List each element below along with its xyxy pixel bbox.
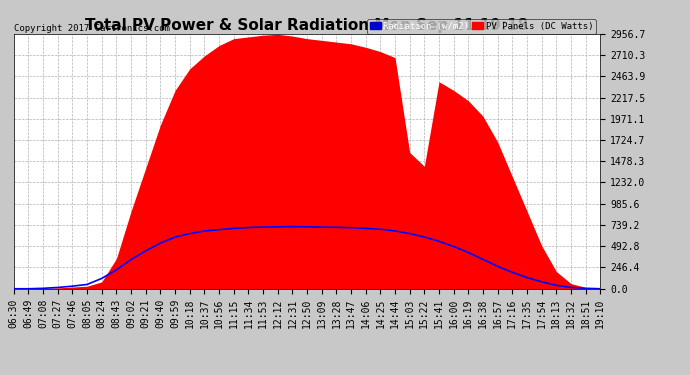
Legend: Radiation (w/m2), PV Panels (DC Watts): Radiation (w/m2), PV Panels (DC Watts) [367, 19, 595, 33]
Text: Copyright 2017 Cartronics.com: Copyright 2017 Cartronics.com [14, 24, 170, 33]
Title: Total PV Power & Solar Radiation Mon Sep 11 19:18: Total PV Power & Solar Radiation Mon Sep… [86, 18, 529, 33]
